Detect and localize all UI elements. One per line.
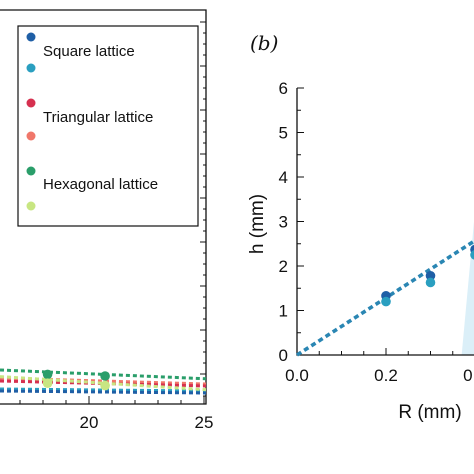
panel-a-dashed-line [0,376,207,386]
legend-frame [17,25,199,227]
legend-marker-square-dark [26,32,36,42]
legend-marker-triangular-dark [26,98,36,108]
panel-a-data-point [100,380,110,391]
panel-a-frame [0,9,207,405]
legend-marker-triangular-light [26,131,36,141]
panel-b-y-tick-label: 5 [279,124,288,143]
panel-b-label: (b) [250,31,278,55]
panel-b-ticks [296,87,454,356]
panel-b-data-point [470,250,474,260]
panel-b: (b) 0 1 2 3 4 5 6 0.0 0.2 0.4 h (mm) R (mm) [247,31,474,423]
panel-b-x-tick-label: 0.0 [285,366,309,385]
panel-b-axes [296,88,474,356]
panel-a-dashed-lines [0,368,207,395]
panel-b-x-tick-labels: 0.0 0.2 0.4 [285,366,474,385]
panel-a-data-point [100,371,110,381]
panel-a-points [42,369,110,391]
legend: Square lattice Triangular lattice Hexago… [17,25,199,227]
panel-b-data-point [381,296,391,307]
legend-marker-square-light [26,63,36,73]
panel-a: 20 25 Square lattice Triangular lattice … [0,9,214,432]
legend-label-triangular: Triangular lattice [43,109,153,126]
panel-a-dashed-line [0,389,207,395]
panel-b-x-axis-title: R (mm) [398,402,461,423]
panel-a-series-line [0,368,207,381]
panel-b-y-tick-label: 1 [279,302,288,321]
panel-b-y-axis-title: h (mm) [247,194,268,254]
panel-a-x-tick-25: 25 [195,413,214,432]
panel-a-data-point [42,378,53,389]
panel-b-y-tick-label: 6 [279,79,288,98]
panel-a-right-ticks [200,21,206,397]
panel-b-x-tick-label: 0.2 [374,366,398,385]
panel-b-fit-line [296,239,474,357]
panel-b-y-tick-label: 0 [279,346,288,365]
panel-b-points [381,244,474,307]
panel-b-y-tick-label: 2 [279,257,288,276]
legend-marker-hexagonal-light [26,201,36,211]
legend-label-hexagonal: Hexagonal lattice [43,176,158,193]
panel-b-data-point [425,277,436,288]
panel-b-data-point [425,270,436,281]
panel-a-data-point [42,369,53,380]
panel-a-dashed-line [0,387,207,393]
panel-b-y-tick-label: 4 [279,168,288,187]
legend-label-square: Square lattice [43,43,135,60]
legend-marker-hexagonal-dark [26,166,36,176]
panel-b-x-tick-label: 0.4 [463,366,474,385]
panel-a-dashed-line [0,379,207,388]
panel-b-y-tick-label: 3 [279,213,288,232]
panel-a-x-tick-20: 20 [80,413,99,432]
panel-b-y-tick-labels: 0 1 2 3 4 5 6 [279,79,288,365]
panel-a-bottom-ticks [19,396,205,404]
